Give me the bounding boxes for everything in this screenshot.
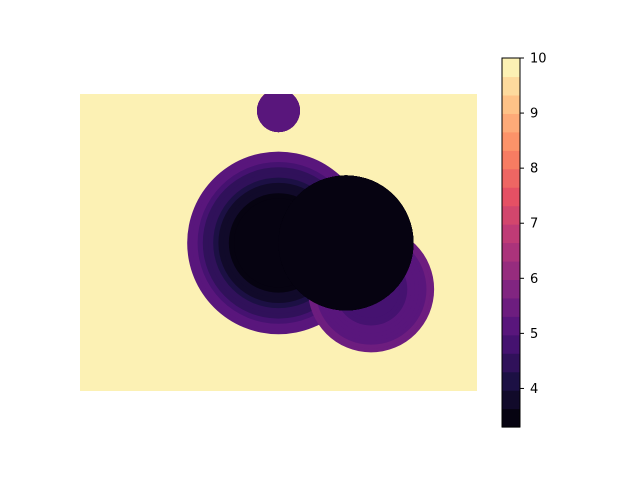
colorbar-tick-label: 4 [530,382,538,397]
colorbar: 4 5 6 7 8 9 10 [501,52,547,428]
blob-ring [257,94,300,133]
colorbar-band [502,297,520,317]
colorbar-tick-label: 7 [530,217,538,232]
colorbar-band [502,371,520,391]
blob-small-top [257,94,300,133]
blob-core-right [278,175,414,311]
colorbar-band [502,150,520,170]
blob-ring [278,175,414,311]
colorbar-band [502,113,520,133]
colorbar-band [502,168,520,188]
heatmap-plot [80,94,477,391]
colorbar-band [502,334,520,354]
colorbar-band [502,205,520,225]
colorbar-band [502,279,520,299]
colorbar-band [502,242,520,262]
colorbar-tick-label: 10 [530,52,547,67]
colorbar-band [502,353,520,373]
colorbar-band [502,187,520,207]
colorbar-frame [501,57,521,428]
colorbar-tick-label: 6 [530,272,538,287]
colorbar-band [502,408,520,428]
colorbar-band [502,224,520,244]
colorbar-tick-label: 5 [530,327,538,342]
colorbar-band [502,76,520,96]
colorbar-tick-label: 9 [530,107,538,122]
colorbar-band [502,316,520,336]
colorbar-band [502,260,520,280]
colorbar-tick-label: 8 [530,162,538,177]
colorbar-band [502,58,520,78]
colorbar-band [502,131,520,151]
colorbar-band [502,94,520,114]
colorbar-band [502,390,520,410]
